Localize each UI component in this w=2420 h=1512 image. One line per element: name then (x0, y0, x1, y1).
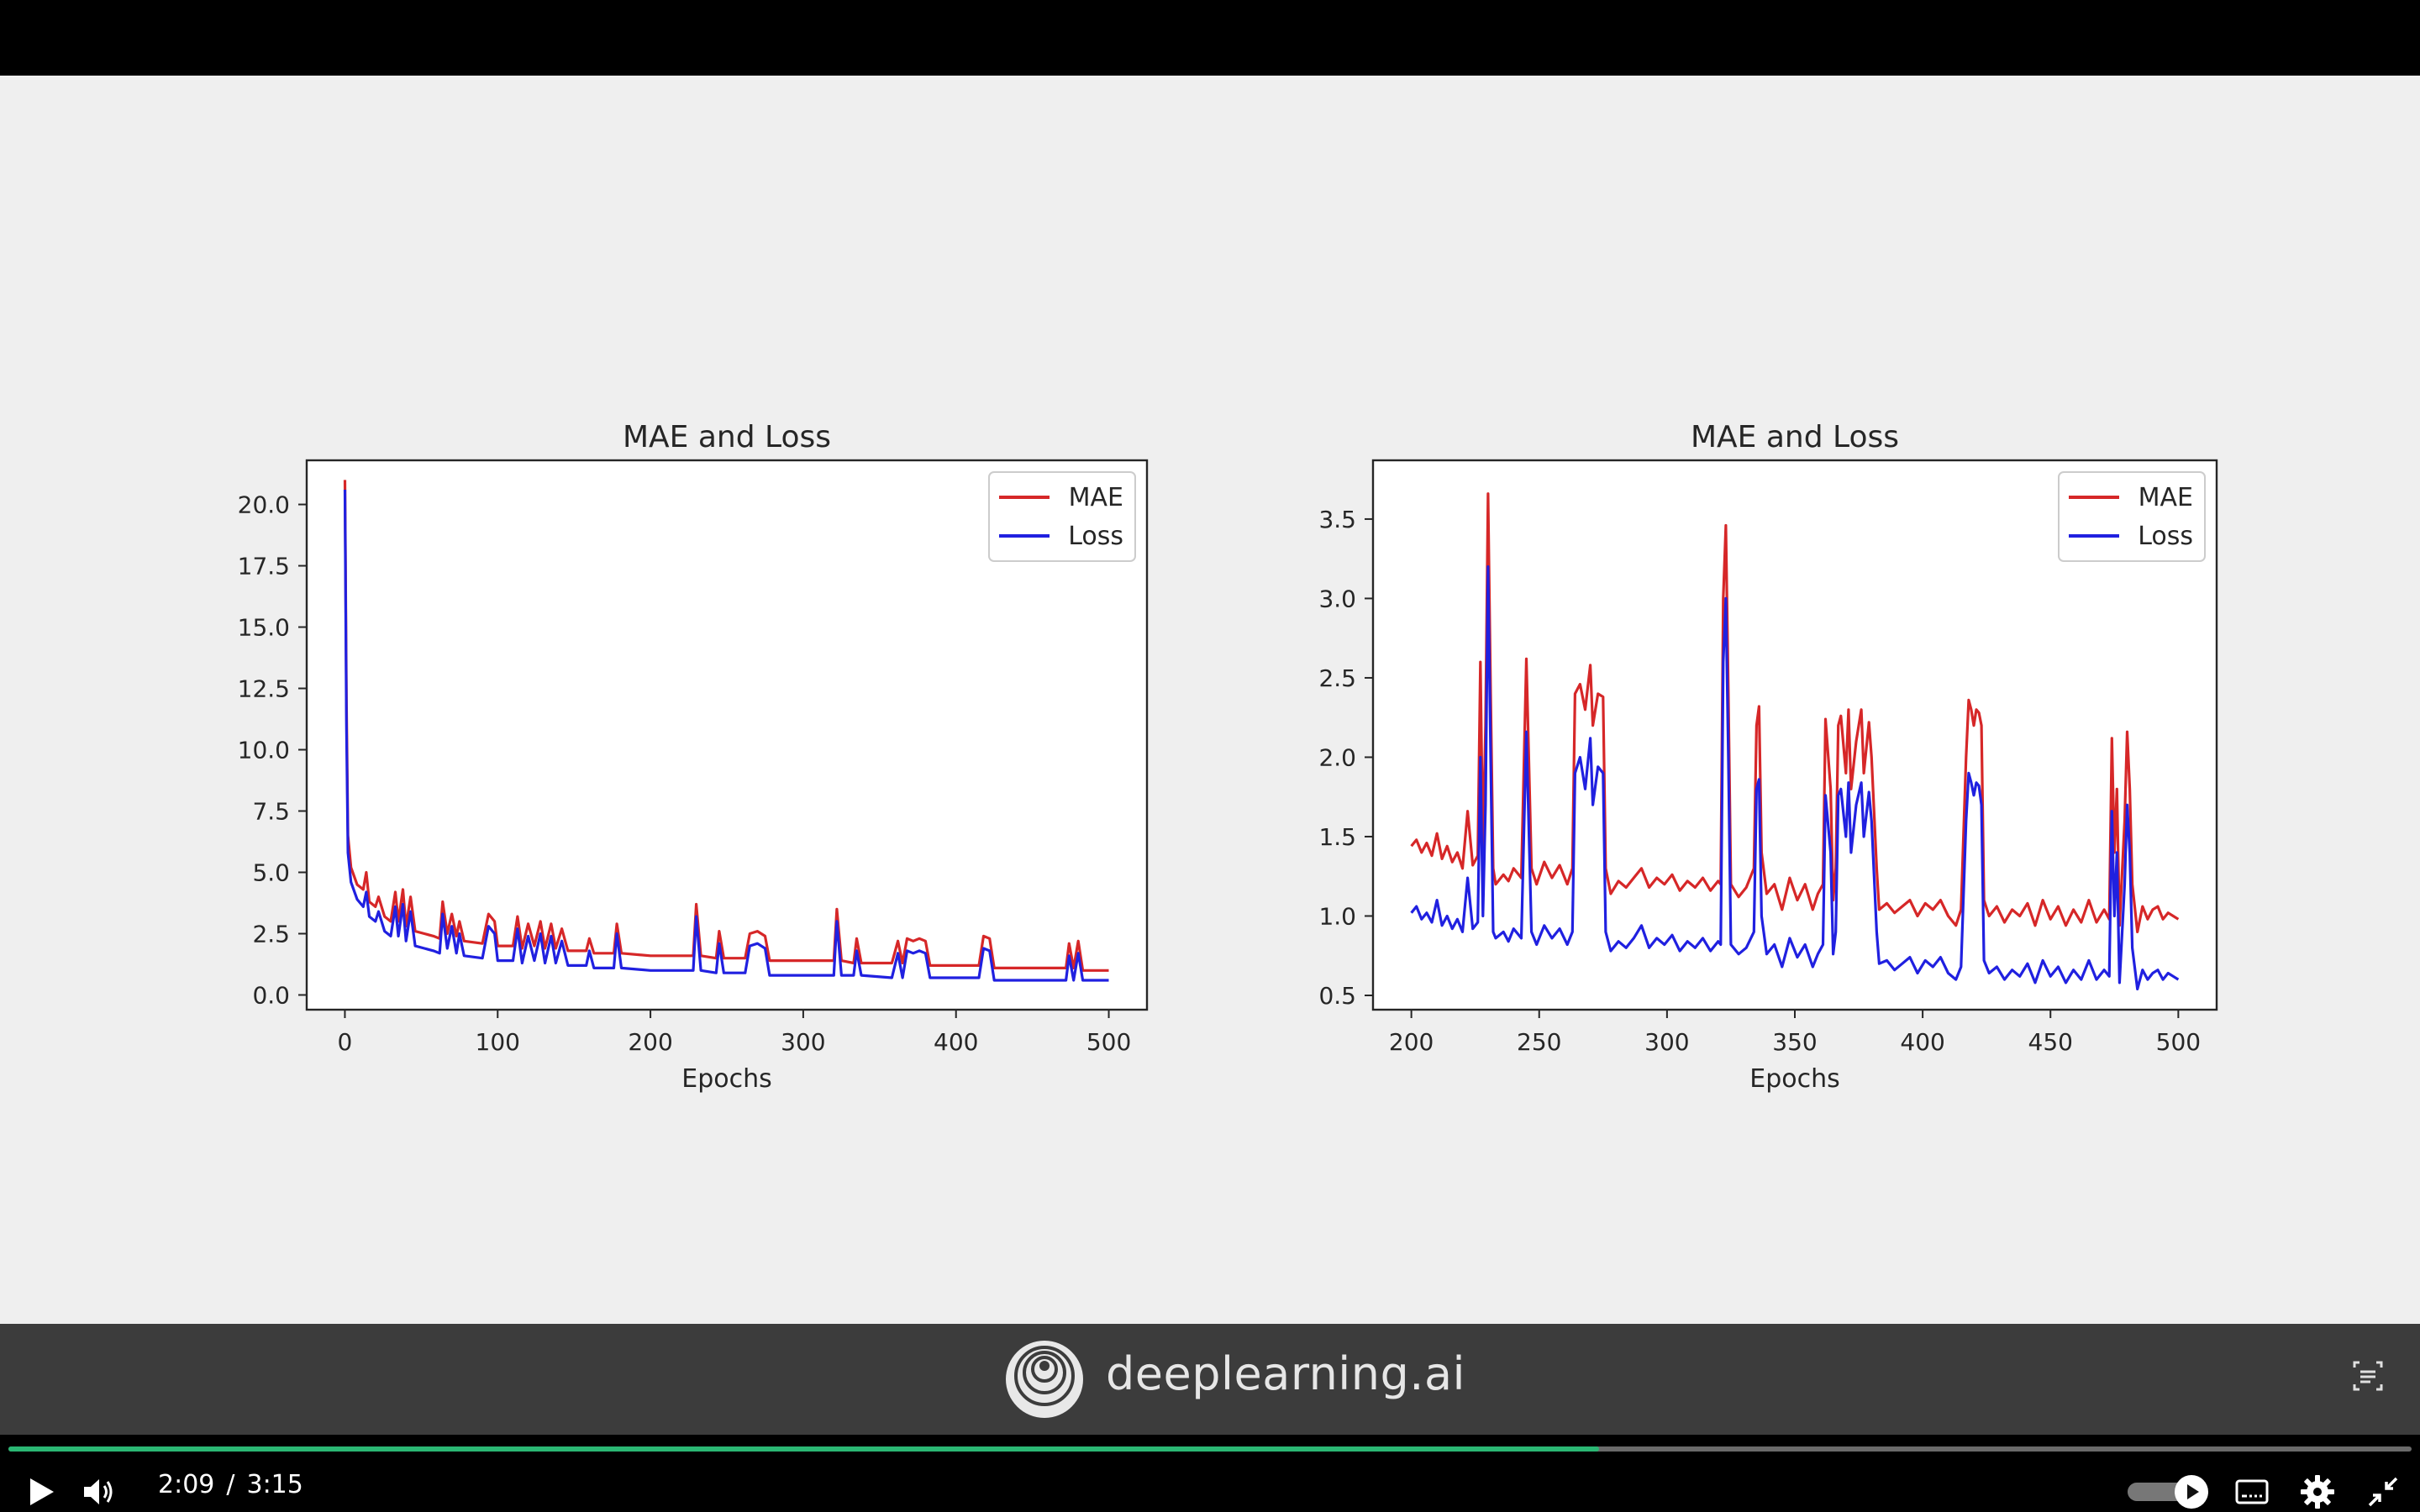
y-tick-label: 17.5 (238, 553, 290, 580)
legend: MAE Loss (988, 471, 1136, 562)
y-tick-label: 20.0 (238, 491, 290, 519)
y-tick-label: 2.0 (1318, 743, 1356, 771)
y-tick-label: 10.0 (238, 737, 290, 764)
series-line-mae (1410, 492, 2180, 933)
legend: MAE Loss (2058, 471, 2206, 562)
duration: 3:15 (246, 1470, 303, 1499)
y-tick-label: 2.5 (1318, 664, 1356, 692)
x-tick-label: 100 (476, 1028, 520, 1056)
video-frame[interactable]: 0 100 200 300 400 500 0.0 2.5 5.0 7.5 10.0 12.5 15.0… (0, 76, 2420, 1324)
y-tick-label: 3.0 (1318, 585, 1356, 612)
plot-frame (305, 459, 1149, 1011)
legend-label-loss: Loss (2138, 522, 2193, 551)
current-time: 2:09 (158, 1470, 215, 1499)
y-tick-label: 5.0 (252, 859, 290, 887)
legend-label-mae: MAE (1069, 483, 1123, 512)
player-controls: 2:09 / 3:15 (0, 1435, 2420, 1512)
charts-canvas: 0 100 200 300 400 500 0.0 2.5 5.0 7.5 10.0 12.5 15.0… (238, 420, 2218, 1094)
volume-icon[interactable] (79, 1472, 119, 1512)
y-tick-label: 1.5 (1318, 823, 1356, 851)
x-tick-label: 500 (2156, 1028, 2201, 1056)
x-tick-label: 250 (1517, 1028, 1561, 1056)
y-tick-label: 12.5 (238, 675, 290, 703)
chart-title: MAE and Loss (623, 420, 831, 454)
x-tick-label: 400 (934, 1028, 978, 1056)
autoplay-toggle[interactable] (2128, 1475, 2208, 1509)
brand-name: deeplearning.ai (1106, 1347, 1466, 1400)
x-tick-label: 0 (338, 1028, 353, 1056)
toggle-play-icon (2187, 1484, 2199, 1499)
y-tick-label: 1.0 (1318, 902, 1356, 930)
brand-bar: deeplearning.ai (0, 1324, 2420, 1435)
captions-icon[interactable] (2232, 1472, 2272, 1512)
x-axis-label: Epochs (1749, 1064, 1840, 1094)
y-tick-label: 2.5 (252, 920, 290, 948)
chart-title: MAE and Loss (1691, 420, 1899, 454)
progress-bar[interactable] (8, 1446, 2412, 1452)
x-tick-label: 450 (2028, 1028, 2073, 1056)
x-tick-label: 300 (781, 1028, 825, 1056)
play-icon[interactable] (20, 1472, 60, 1512)
y-tick-label: 15.0 (238, 614, 290, 642)
transcript-icon[interactable] (2349, 1357, 2386, 1394)
x-tick-label: 200 (628, 1028, 672, 1056)
x-tick-label: 200 (1389, 1028, 1434, 1056)
legend-box (2058, 471, 2206, 562)
legend-box (988, 471, 1136, 562)
chart-1: 0 100 200 300 400 500 0.0 2.5 5.0 7.5 10.0 12.5 15.0… (238, 420, 1149, 1094)
toggle-knob (2175, 1475, 2208, 1509)
time-separator: / (226, 1470, 235, 1499)
series-line-loss (343, 489, 1109, 982)
series-line-mae (343, 480, 1109, 972)
x-tick-label: 500 (1086, 1028, 1131, 1056)
x-axis-label: Epochs (681, 1064, 772, 1094)
time-display: 2:09 / 3:15 (158, 1470, 303, 1499)
gear-icon[interactable] (2297, 1472, 2338, 1512)
x-tick-label: 300 (1644, 1028, 1689, 1056)
x-tick-label: 400 (1900, 1028, 1944, 1056)
legend-label-mae: MAE (2139, 483, 2193, 512)
progress-fill (8, 1446, 1600, 1452)
y-tick-label: 3.5 (1318, 506, 1356, 533)
exit-fullscreen-icon[interactable] (2363, 1472, 2403, 1512)
series-line-loss (1410, 565, 2180, 990)
legend-label-loss: Loss (1068, 522, 1123, 551)
deeplearning-logo-icon (1006, 1341, 1083, 1418)
y-tick-label: 7.5 (252, 798, 290, 826)
x-tick-label: 350 (1772, 1028, 1817, 1056)
y-tick-label: 0.0 (252, 981, 290, 1009)
y-tick-label: 0.5 (1318, 982, 1356, 1010)
chart-2: 200 250 300 350 400 450 500 0.5 1.0 1.5 2.0 2.5 3.0 3… (1318, 420, 2218, 1094)
